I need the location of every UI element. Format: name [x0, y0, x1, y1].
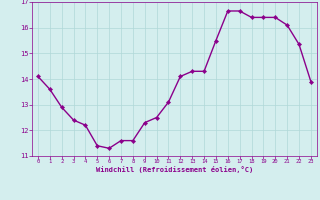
X-axis label: Windchill (Refroidissement éolien,°C): Windchill (Refroidissement éolien,°C) — [96, 166, 253, 173]
